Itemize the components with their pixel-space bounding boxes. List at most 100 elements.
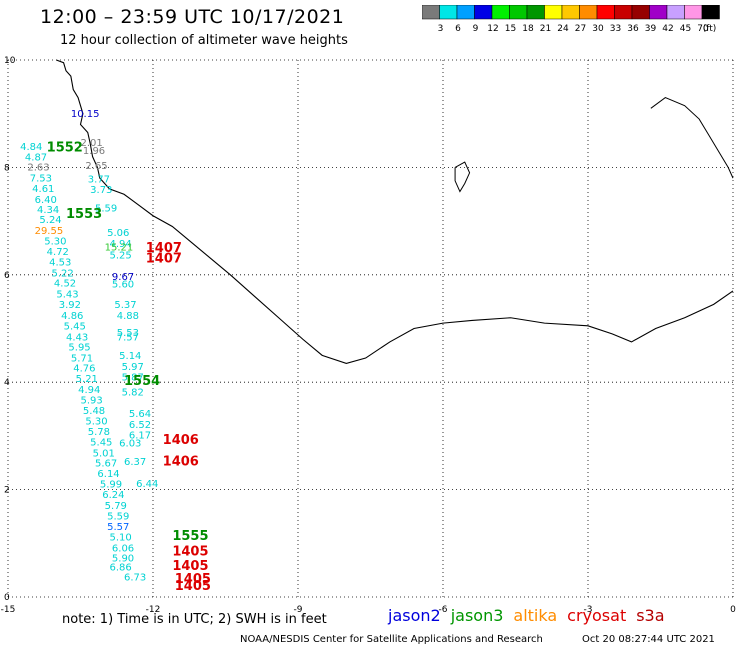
pass-time-label: 1552 [47, 140, 83, 155]
wave-height-label: 3.73 [90, 185, 112, 196]
y-tick-label: 4 [4, 378, 10, 388]
pass-time-label: 1406 [163, 433, 199, 448]
scale-label: 12 [487, 24, 498, 34]
wave-height-label: 5.90 [112, 554, 134, 565]
wave-height-label: 15.21 [105, 243, 134, 254]
wave-height-label: 6.06 [112, 543, 134, 554]
lake-volta-outline [650, 97, 734, 179]
wave-height-label: 6.86 [110, 563, 132, 574]
wave-height-label: 9.67 [112, 272, 134, 283]
wave-height-label: 5.67 [95, 459, 117, 470]
wave-height-label: 4.53 [49, 258, 71, 269]
wave-height-label: 5.30 [85, 417, 107, 428]
map-title: 12:00 – 23:59 UTC 10/17/2021 [40, 6, 345, 28]
wave-height-label: 6.44 [136, 479, 158, 490]
scale-label: 70 [697, 24, 709, 34]
x-tick-label: -9 [294, 605, 303, 615]
wave-height-label: 5.59 [95, 203, 117, 214]
wave-height-label: 4.87 [25, 152, 47, 163]
wave-height-label: 5.97 [122, 362, 144, 373]
wave-height-label: 5.24 [39, 215, 61, 226]
wave-height-label: 10.15 [71, 109, 100, 120]
scale-label: 18 [522, 24, 534, 34]
wave-height-label: 5.93 [81, 396, 103, 407]
scale-label: 24 [557, 24, 569, 34]
wave-height-label: 5.43 [56, 289, 78, 300]
wave-height-label: 3.77 [88, 174, 110, 185]
wave-height-label: 5.71 [71, 353, 93, 364]
wave-height-label: 5.48 [83, 406, 105, 417]
scale-label: 42 [662, 24, 673, 34]
footer-note: note: 1) Time is in UTC; 2) SWH is in fe… [62, 612, 327, 627]
x-tick-label: -12 [146, 605, 161, 615]
wave-height-label: 5.14 [119, 351, 141, 362]
wave-height-label: 4.94 [110, 239, 132, 250]
axis-tick-labels: -15 -12 -9 -6 -3 0 0 2 4 6 8 10 [1, 56, 736, 615]
pass-time-label: 1405 [172, 559, 208, 574]
scale-label: 21 [540, 24, 551, 34]
wave-height-label: 5.53 [117, 328, 139, 339]
wave-height-label: 5.57 [107, 522, 129, 533]
wave-height-label: 6.03 [119, 439, 141, 450]
wave-height-label: 5.82 [122, 388, 144, 399]
wave-height-label: 5.60 [112, 280, 134, 291]
wave-height-label: 5.78 [88, 427, 110, 438]
wave-height-label: 6.14 [97, 469, 119, 480]
wave-height-label: 4.88 [117, 311, 139, 322]
scale-swatch [701, 5, 720, 20]
scale-label: 30 [592, 24, 604, 34]
x-tick-label: -6 [439, 605, 448, 615]
scale-label: 15 [505, 24, 516, 34]
pass-time-label: 1407 [146, 241, 182, 256]
credit-line: NOAA/NESDIS Center for Satellite Applica… [240, 634, 543, 645]
wave-height-label: 6.52 [129, 420, 151, 431]
wave-height-label: 2.65 [85, 161, 107, 172]
y-tick-label: 6 [4, 271, 10, 281]
scale-label: 36 [627, 24, 639, 34]
wave-height-label: 4.34 [37, 205, 59, 216]
wave-height-label: 5.87 [122, 373, 144, 384]
wave-height-label: 5.22 [52, 268, 74, 279]
wave-height-label: 4.61 [32, 184, 54, 195]
wave-height-label: 5.79 [105, 501, 127, 512]
generated-timestamp: Oct 20 08:27:44 UTC 2021 [582, 634, 715, 645]
pass-time-label: 1406 [163, 454, 199, 469]
wave-height-label: 5.45 [64, 322, 86, 333]
color-scale-legend: 3 6 9 12 15 18 21 24 27 30 33 36 39 42 45 70(ft) [422, 5, 720, 34]
lat-lon-grid [7, 59, 734, 598]
wave-height-label: 5.06 [107, 228, 129, 239]
satellite-s3a: s3a [636, 606, 665, 625]
wave-height-label: 5.30 [44, 237, 66, 248]
y-tick-label: 0 [4, 593, 10, 603]
x-tick-label: 0 [730, 605, 736, 615]
wave-height-label: 4.72 [47, 247, 69, 258]
wave-height-label: 6.73 [124, 572, 146, 583]
wave-height-label: 4.86 [61, 311, 83, 322]
coastline [56, 59, 734, 364]
satellite-jason3: jason3 [450, 606, 504, 625]
y-tick-label: 10 [4, 56, 16, 66]
wave-height-label: 5.01 [93, 448, 115, 459]
coastline-path [56, 59, 734, 364]
scale-label: 9 [473, 24, 479, 34]
scale-label: 33 [610, 24, 621, 34]
pass-time-label: 1405 [175, 579, 211, 594]
wave-height-label: 4.94 [78, 385, 100, 396]
wave-height-label: 29.55 [35, 226, 64, 237]
wave-height-label: 5.45 [90, 438, 112, 449]
wave-height-label: 4.43 [66, 332, 88, 343]
y-tick-label: 8 [4, 163, 10, 173]
wave-height-label: 6.40 [35, 195, 57, 206]
scale-label: 27 [575, 24, 586, 34]
pass-time-label: 1555 [172, 529, 208, 544]
satellite-altika: altika [513, 606, 558, 625]
wave-height-label: 5.37 [114, 300, 136, 311]
wave-height-label: 5.21 [76, 374, 98, 385]
pass-time-label: 1405 [172, 545, 208, 560]
wave-height-label: 6.24 [102, 490, 124, 501]
wave-height-label: 6.37 [124, 457, 146, 468]
wave-height-observations: 10.15 4.844.872.637.534.616.404.345.2429.… [20, 109, 211, 594]
wave-height-label: 4.84 [20, 142, 42, 153]
scale-label: 39 [645, 24, 657, 34]
